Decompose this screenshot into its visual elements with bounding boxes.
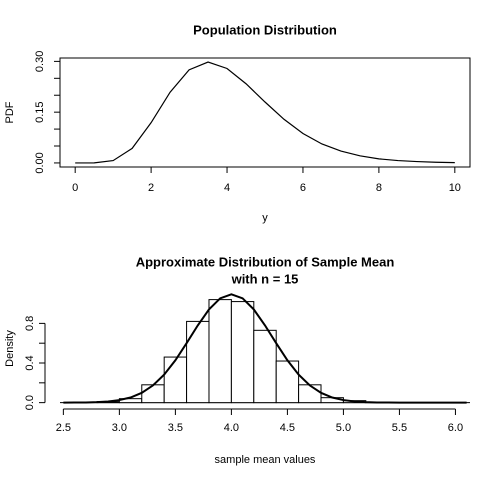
x-tick-label: 3.5 bbox=[168, 422, 183, 434]
x-axis-label: y bbox=[262, 212, 268, 224]
x-tick-label: 6.0 bbox=[448, 422, 463, 434]
histogram-bar bbox=[186, 320, 210, 404]
histogram-bar bbox=[253, 329, 277, 404]
plot-frame bbox=[59, 57, 471, 168]
normal-curve bbox=[63, 293, 467, 404]
x-tick-label: 4.5 bbox=[280, 422, 295, 434]
density-line bbox=[75, 61, 455, 164]
histogram-bar bbox=[208, 299, 232, 404]
histogram-bar bbox=[298, 384, 322, 404]
histogram-bar bbox=[275, 360, 300, 404]
x-tick-label: 10 bbox=[449, 182, 461, 194]
x-tick-label: 5.5 bbox=[392, 422, 407, 434]
x-tick-label: 4 bbox=[224, 182, 230, 194]
x-tick-label: 2 bbox=[148, 182, 154, 194]
x-tick-label: 0 bbox=[72, 182, 78, 194]
x-tick-label: 6 bbox=[300, 182, 306, 194]
y-tick-label: 0.30 bbox=[34, 51, 46, 72]
x-axis-label: sample mean values bbox=[215, 454, 316, 466]
x-tick-label: 4.0 bbox=[224, 422, 239, 434]
y-tick-label: 0.8 bbox=[24, 316, 36, 331]
chart-title: Population Distribution bbox=[193, 22, 337, 37]
x-tick-label: 5.0 bbox=[336, 422, 351, 434]
y-tick-label: 0.4 bbox=[24, 355, 36, 370]
histogram-bar bbox=[163, 356, 188, 404]
histogram-bar bbox=[141, 384, 165, 404]
y-tick-label: 0.00 bbox=[34, 152, 46, 173]
y-tick-label: 0.0 bbox=[24, 395, 36, 410]
histogram-bar bbox=[230, 301, 255, 404]
y-axis-label: Density bbox=[4, 330, 16, 367]
x-tick-label: 8 bbox=[376, 182, 382, 194]
chart-subtitle: with n = 15 bbox=[231, 271, 299, 286]
chart-title: Approximate Distribution of Sample Mean bbox=[136, 254, 395, 269]
x-tick-label: 3.0 bbox=[112, 422, 127, 434]
y-tick-label: 0.15 bbox=[34, 101, 46, 122]
y-axis-label: PDF bbox=[4, 101, 16, 123]
x-tick-label: 2.5 bbox=[56, 422, 71, 434]
